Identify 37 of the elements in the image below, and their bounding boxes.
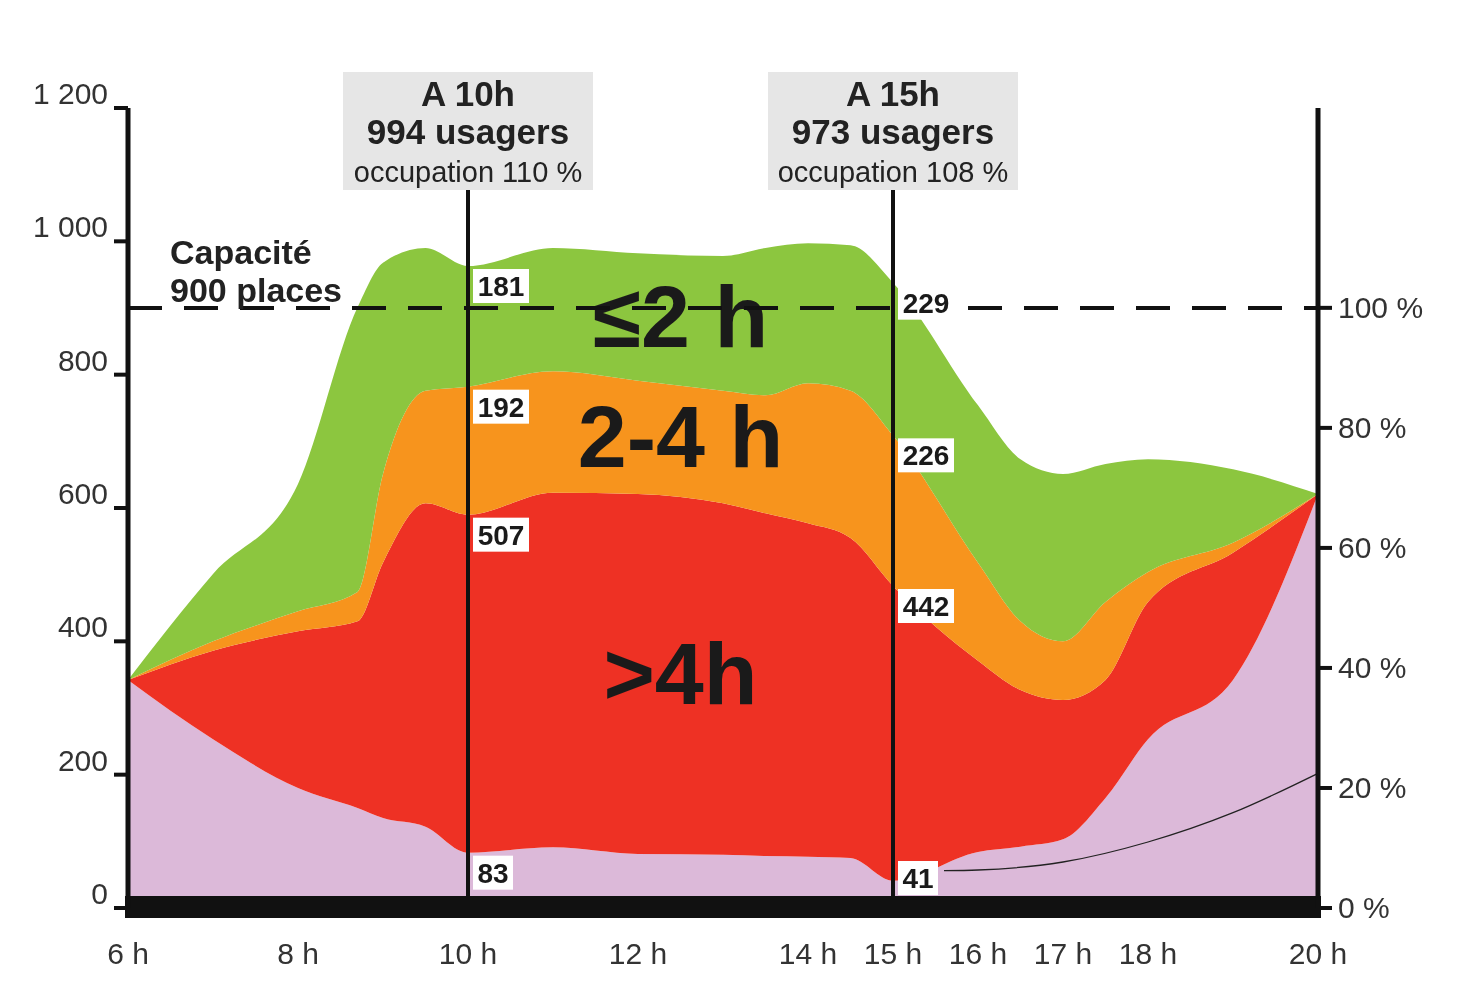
x-tick-label: 16 h [948, 937, 1008, 970]
data-label: 192 [477, 391, 525, 423]
x-tick-label: 20 h [1288, 937, 1348, 970]
y-tick-label: 1 000 [32, 210, 108, 244]
x-tick-label: 17 h [1033, 937, 1093, 970]
data-label: 181 [477, 271, 525, 302]
data-label: 229 [902, 287, 950, 319]
ref-line-label: Capacité 900 places [170, 233, 343, 309]
series-label: >4h [603, 624, 758, 723]
y2-tick-label: 20 % [1338, 770, 1407, 804]
x-tick-label: 8 h [277, 937, 319, 970]
y2-tick-label: 40 % [1338, 650, 1407, 684]
x-tick-label: 18 h [1118, 937, 1178, 970]
data-label: 83 [477, 857, 509, 889]
y-tick-label: 200 [57, 743, 108, 777]
ref-line-label: A 10h 994 usagers occupation 110 % [353, 74, 583, 188]
x-tick-label: 12 h [608, 937, 668, 970]
data-label: 507 [477, 519, 525, 551]
series-label: ≤2 h [592, 267, 769, 366]
y2-tick-label: 80 % [1338, 410, 1407, 444]
y2-tick-label: 60 % [1338, 530, 1407, 564]
x-tick-label: 10 h [438, 937, 498, 970]
y-tick-label: 0 [91, 877, 108, 910]
y-tick-label: 400 [57, 610, 108, 644]
x-tick-label: 6 h [107, 937, 149, 970]
x-tick-label: 15 h [863, 937, 923, 970]
y-tick-label: 800 [57, 343, 108, 377]
series-label: 2-4 h [577, 387, 784, 487]
y2-tick-label: 100 % [1338, 290, 1424, 324]
y-tick-label: 600 [57, 477, 108, 510]
y-tick-label: 1 200 [32, 77, 108, 110]
x-tick-label: 14 h [778, 937, 838, 970]
data-label: 226 [902, 440, 950, 472]
data-label: 41 [902, 863, 934, 894]
ref-line-label: A 15h 973 usagers occupation 108 % [777, 74, 1009, 188]
y2-tick-label: 0 % [1338, 891, 1390, 924]
data-label: 442 [902, 591, 950, 622]
